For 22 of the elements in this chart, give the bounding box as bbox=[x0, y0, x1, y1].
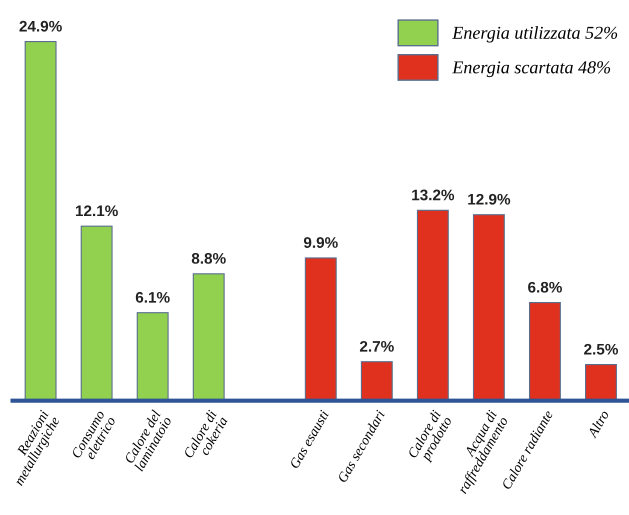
data-label: 6.8% bbox=[528, 282, 562, 293]
legend-label: Energia scartata 48% bbox=[452, 61, 610, 78]
bar bbox=[472, 214, 505, 401]
data-label: 13.2% bbox=[412, 190, 454, 200]
bar bbox=[136, 312, 169, 401]
bar bbox=[192, 273, 225, 401]
bar bbox=[585, 364, 617, 401]
data-label: 12.1% bbox=[76, 205, 118, 216]
data-label: 24.9% bbox=[19, 20, 62, 32]
data-label: 12.9% bbox=[468, 194, 510, 205]
data-label: 2.7% bbox=[360, 340, 394, 352]
data-label: 2.5% bbox=[584, 344, 618, 355]
bar bbox=[80, 226, 113, 401]
data-label: 9.9% bbox=[304, 237, 338, 248]
data-label: 6.1% bbox=[136, 292, 170, 303]
legend-label: Energia utilizzata 52% bbox=[452, 26, 618, 43]
bar bbox=[528, 302, 561, 401]
bar bbox=[360, 361, 393, 401]
bar bbox=[304, 257, 337, 401]
bar bbox=[24, 41, 57, 401]
bar bbox=[416, 210, 449, 401]
data-label: 8.8% bbox=[192, 252, 226, 264]
